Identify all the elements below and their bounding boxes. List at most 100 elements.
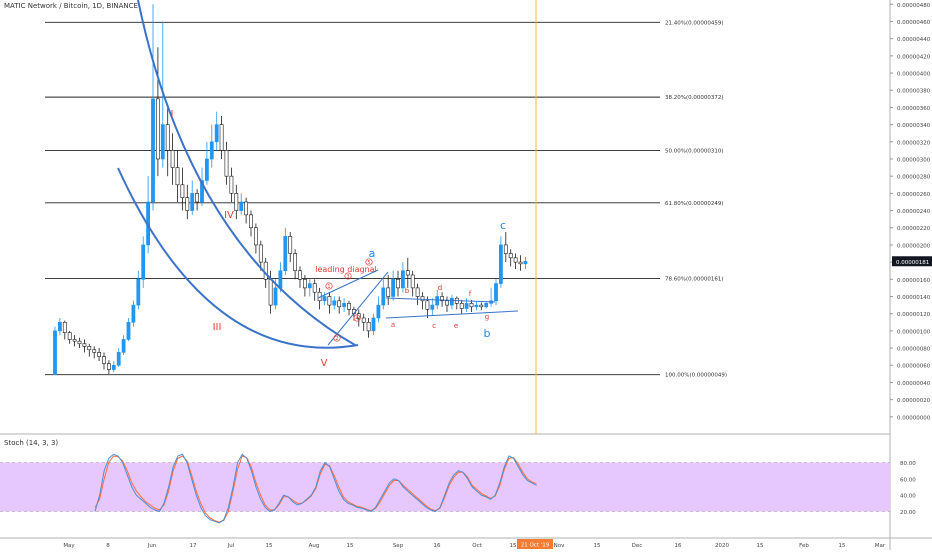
candle-body [283,236,288,272]
stoch-tick-label: 20.00 [900,510,916,516]
candle-body [87,346,92,351]
price-tick-label: 0.00000320 [897,140,931,146]
candle-body [209,141,214,160]
price-tick-label: 0.00000040 [897,381,931,387]
candle-body [97,352,102,357]
candle-body [254,227,258,246]
time-tick-label: Jun [147,543,157,549]
time-tick-label: 15 [757,543,764,549]
candle-body [484,303,489,308]
time-tick-label: Oct [472,543,482,549]
candle-body [107,363,111,370]
candle-body [445,300,449,306]
candle-body [400,270,405,289]
stoch-k-line [94,453,537,524]
wave-circle [353,314,361,322]
candle-body [175,167,180,186]
candle-body [224,150,229,177]
price-tick-label: 0.00000020 [897,398,931,404]
wave-circle-label: 4 [355,316,358,322]
candle-body [229,175,234,194]
candle-body [396,279,400,289]
price-tick-label: 0.00000280 [897,175,931,181]
candle-body [214,124,219,143]
fib-level-label: 100.00%(0.00000049) [665,373,727,379]
time-tick-label: 15 [347,543,354,549]
triangle-letter-label: c [432,322,436,330]
candle-body [469,303,474,308]
stoch-title: Stoch (14, 3, 3) [4,439,59,447]
diagonal-lower-line [327,271,389,346]
candle-body [474,304,479,308]
upper-arc-curve [137,0,356,346]
red-wave-label: IV [224,210,234,221]
candle-body [440,296,445,302]
price-tick-label: 0.00000160 [897,278,931,284]
candle-body [327,296,332,306]
candle-body [249,214,253,229]
stoch-tick-label: 80.00 [900,461,916,467]
time-tick-label: 16 [434,543,441,549]
triangle-letter-label: f [469,290,472,298]
time-tick-label: 17 [190,543,197,549]
time-tick-label: Feb [799,543,809,549]
candle-body [234,193,239,211]
candle-body [72,339,77,342]
candle-body [141,244,146,280]
candle-body [523,260,528,265]
current-price-badge [892,256,932,267]
price-tick-label: 0.00000080 [897,347,931,353]
wave-circle [333,334,341,342]
candle-body [185,197,190,211]
candle-body [449,297,454,306]
time-tick-label: Jul [227,543,235,549]
candle-body [273,287,278,306]
triangle-letter-label: d [438,284,442,292]
candle-body [342,303,347,308]
time-tick-label: 2020 [715,543,729,549]
price-tick-label: 0.00000060 [897,364,931,370]
candle-body [116,352,121,366]
candle-body [136,279,141,306]
time-tick-label: Mar [875,543,886,549]
candle-body [165,124,170,151]
candle-body [391,279,396,297]
candle-body [200,180,204,203]
price-tick-label: 0.00000440 [897,37,931,43]
triangle-upper-line [385,297,496,303]
price-tick-label: 0.00000380 [897,89,931,95]
candle-body [337,300,342,308]
wave-circle-label: 2 [335,336,338,342]
candle-body [121,339,126,353]
time-tick-label: Sep [393,543,404,549]
candle-body [386,287,391,297]
candle-body [464,303,469,309]
lower-arc-curve [117,167,359,349]
fib-level-label: 21.40%(0.00000459) [665,20,724,26]
candle-body [381,287,386,306]
candle-body [62,321,67,333]
candle-body [219,124,224,151]
time-tick-label: 15 [594,543,601,549]
time-tick-label: 15 [510,543,517,549]
wave-circle-label: 5 [367,260,370,266]
candle-body [376,304,381,319]
price-tick-label: 0.00000460 [897,20,931,26]
date-badge [517,539,553,549]
candle-body [494,283,498,302]
leading-diagonal-label: leading diagnal [315,265,377,274]
candle-body [239,201,244,211]
blue-wave-label: b [484,327,491,340]
candle-body [278,270,283,289]
candle-body [503,244,508,254]
candle-body [479,304,484,308]
time-tick-label: Nov [554,543,565,549]
fib-level-label: 78.60%(0.00000161) [665,276,724,282]
candle-body [77,340,82,345]
candle-body [332,300,337,306]
candle-body [425,300,430,310]
price-tick-label: 0.00000220 [897,226,931,232]
candle-body [498,244,503,284]
